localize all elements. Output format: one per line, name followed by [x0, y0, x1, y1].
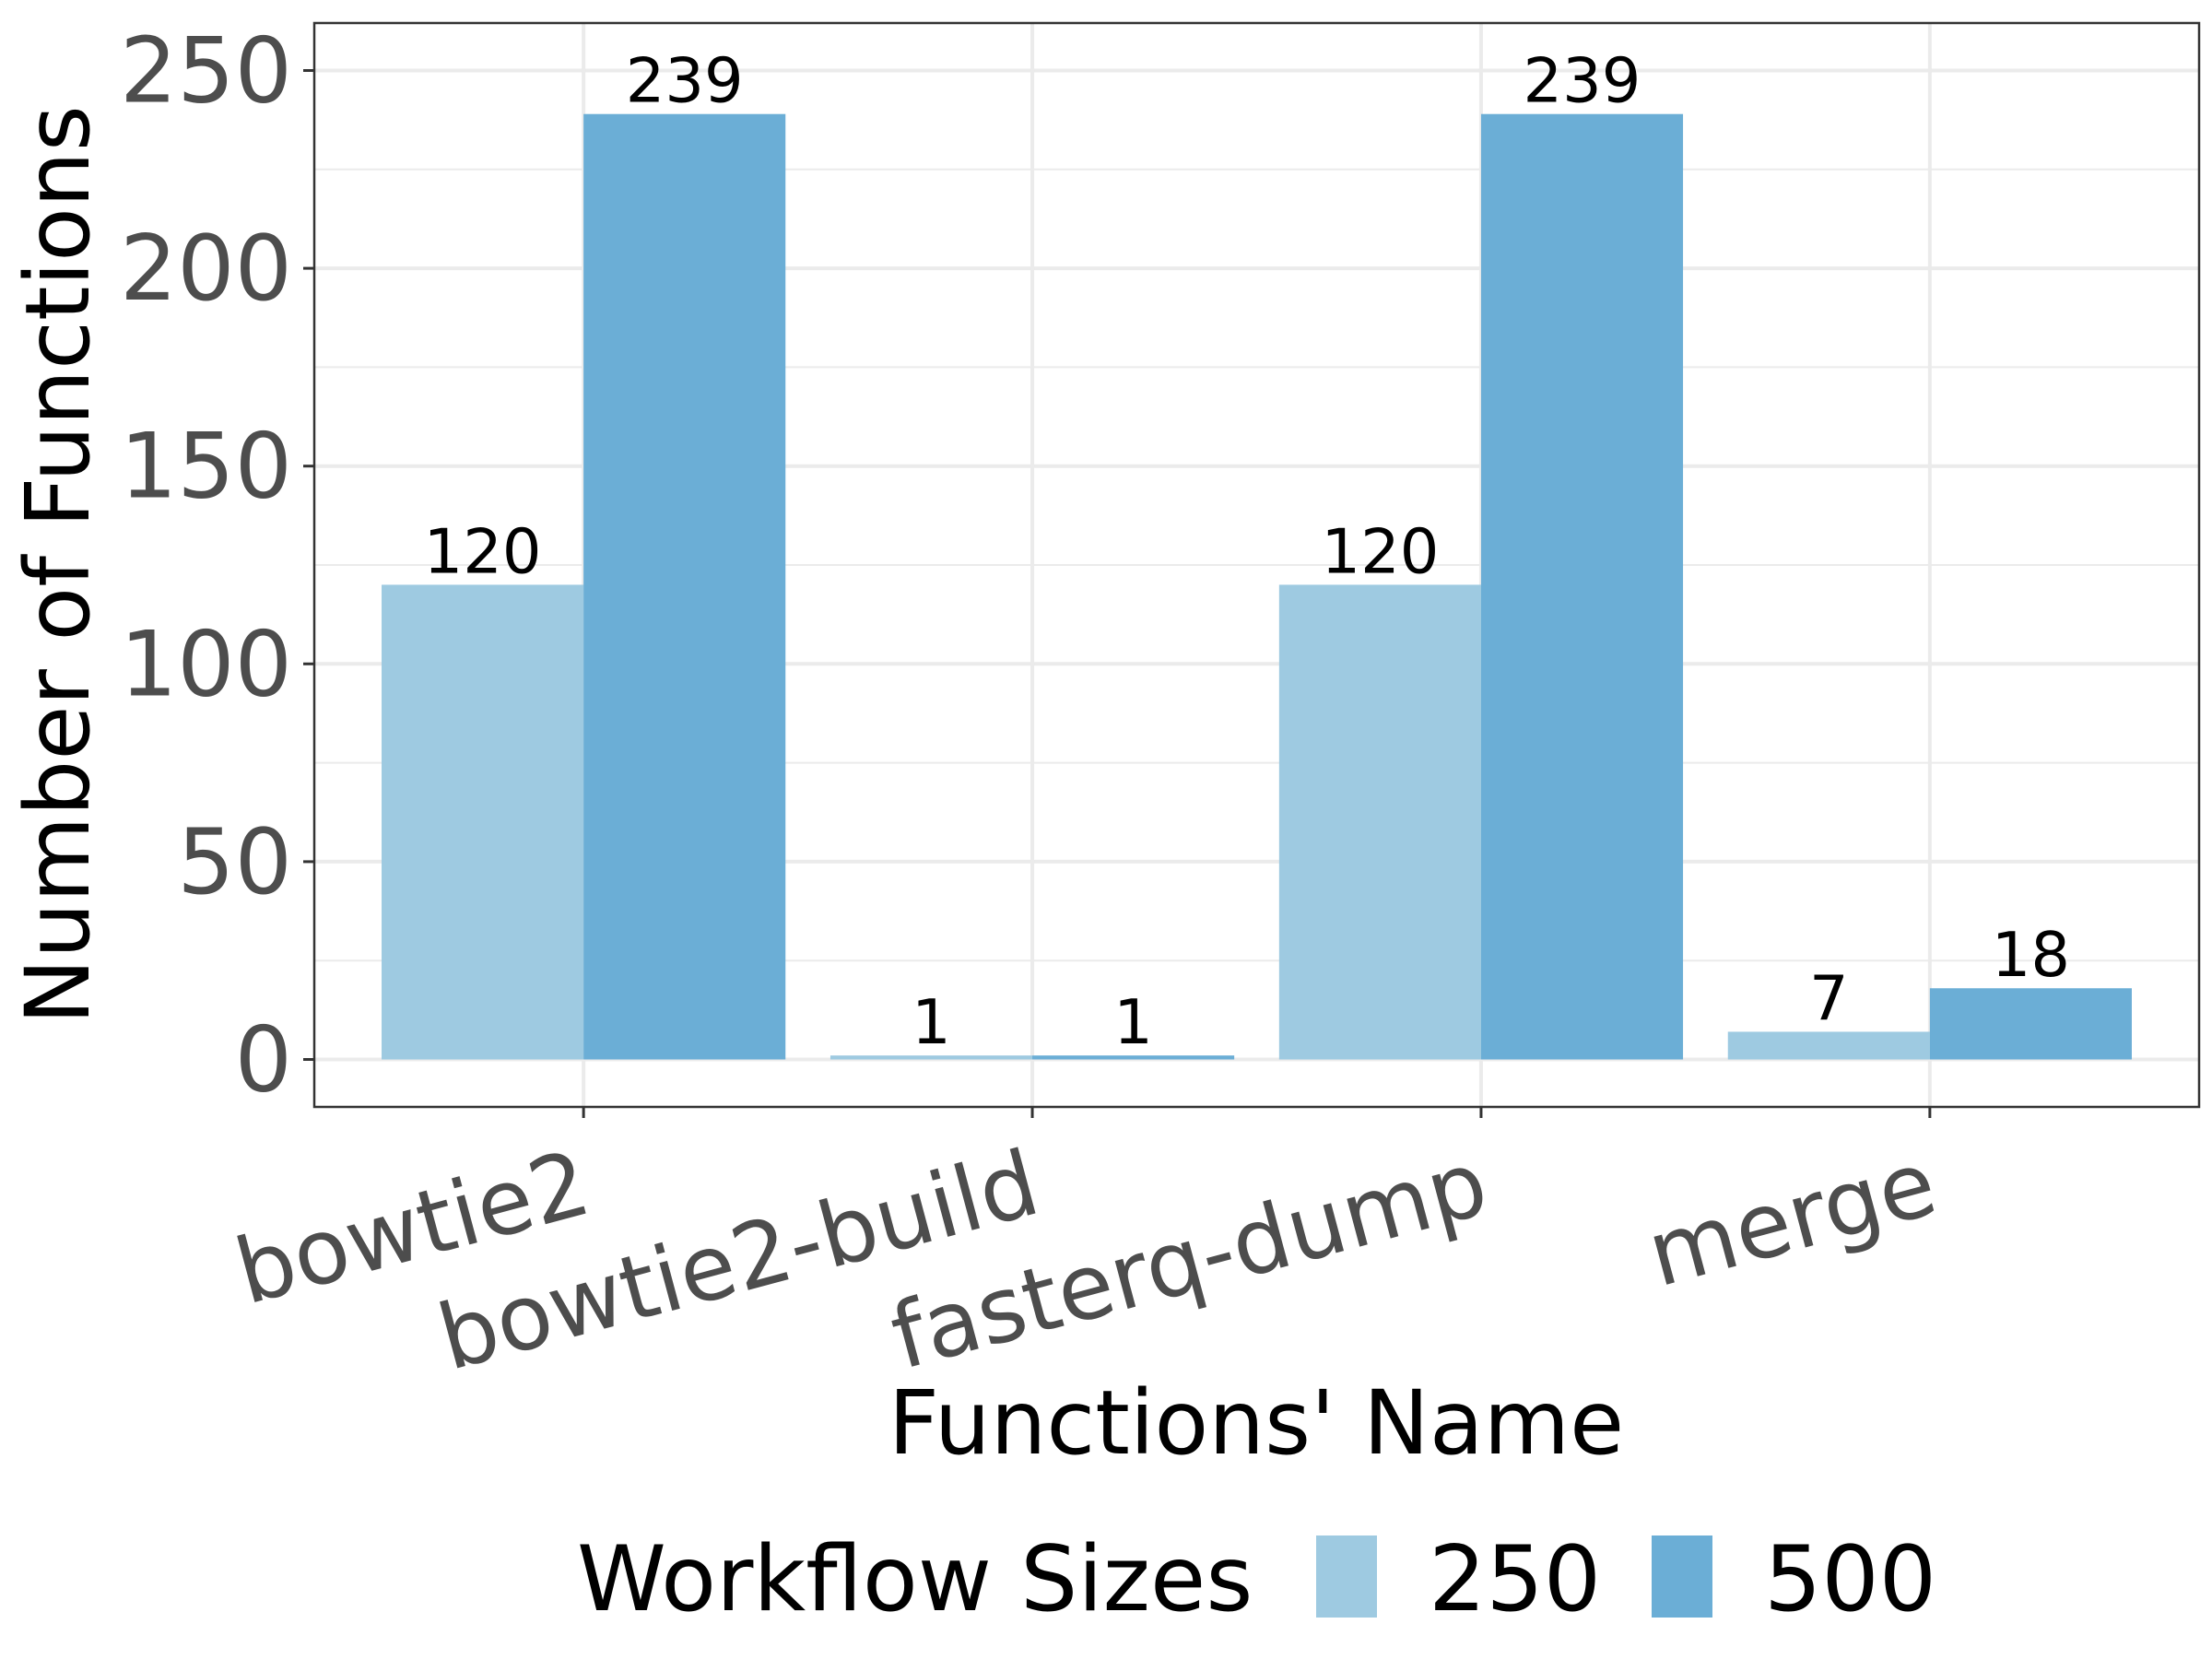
data-label: 1	[1113, 986, 1153, 1058]
x-tick-label: merge	[1638, 1131, 1947, 1308]
data-labels: 120 1 120 7 239 1 239 18	[424, 45, 2070, 1058]
y-tick-label: 200	[120, 217, 292, 322]
data-label: 18	[1992, 919, 2070, 991]
data-label: 120	[424, 515, 542, 587]
y-tick-label: 250	[120, 19, 292, 124]
bar-bowtie2-build-500	[1032, 1055, 1235, 1060]
legend-swatch-500	[1652, 1535, 1712, 1618]
x-axis-title: Functions' Name	[888, 1371, 1624, 1475]
data-label: 120	[1321, 515, 1439, 587]
bar-bowtie2-500	[583, 113, 786, 1060]
data-label: 239	[626, 45, 744, 117]
bar-merge-500	[1929, 988, 2132, 1060]
bar-bowtie2-build-250	[830, 1055, 1033, 1060]
y-axis-title: Number of Functions	[6, 105, 110, 1025]
legend-title: Workflow Sizes	[577, 1527, 1253, 1632]
data-label: 239	[1524, 45, 1641, 117]
legend-swatch-250	[1316, 1535, 1377, 1618]
bars	[382, 113, 2132, 1060]
legend: Workflow Sizes 250 500	[577, 1527, 1936, 1632]
y-tick-label: 50	[177, 810, 292, 915]
bar-bowtie2-250	[382, 584, 584, 1060]
y-tick-label: 0	[235, 1007, 292, 1112]
legend-label-250: 250	[1429, 1527, 1601, 1632]
data-label: 7	[1809, 962, 1849, 1034]
y-tick-label: 100	[120, 612, 292, 717]
data-label: 1	[912, 986, 951, 1058]
bar-fasterq-dump-500	[1480, 113, 1684, 1060]
legend-label-500: 500	[1764, 1527, 1936, 1632]
bar-merge-250	[1727, 1031, 1930, 1060]
y-tick-label: 150	[120, 415, 292, 520]
plot-border	[312, 21, 2201, 1109]
bar-fasterq-dump-250	[1278, 584, 1481, 1060]
